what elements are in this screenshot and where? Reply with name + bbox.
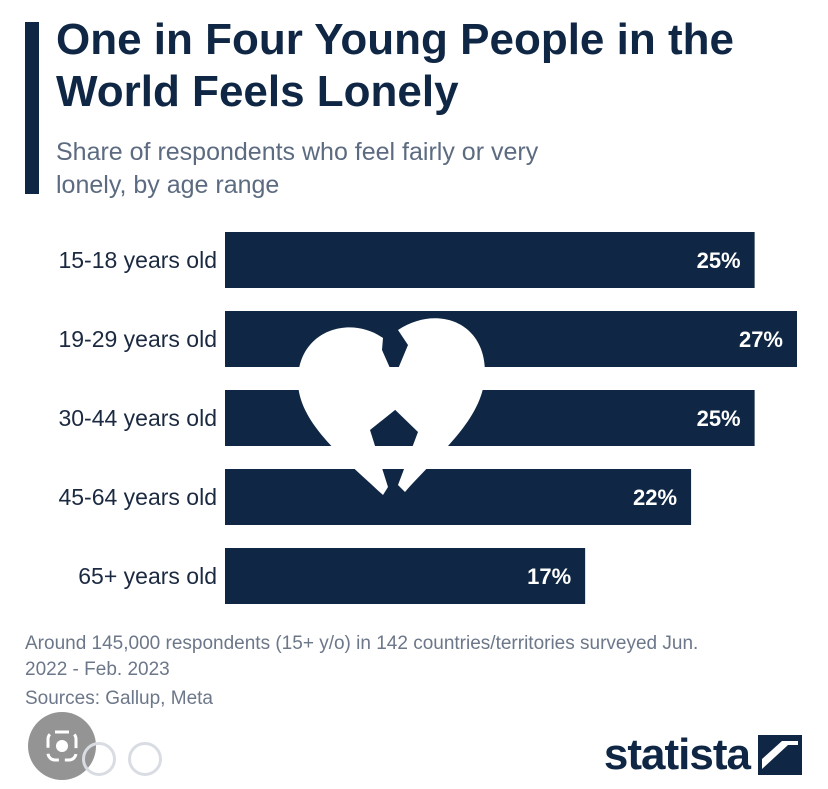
bar-1 xyxy=(225,232,755,288)
value-label-2: 27% xyxy=(739,327,783,352)
chart-subtitle: Share of respondents who feel fairly or … xyxy=(56,138,539,199)
statista-logo-icon xyxy=(758,735,802,775)
broken-heart-icon xyxy=(297,318,485,495)
category-label-5: 65+ years old xyxy=(78,563,217,589)
category-label-2: 19-29 years old xyxy=(58,326,217,352)
bar-5 xyxy=(225,548,586,604)
labels-layer: 15-18 years old 19-29 years old 30-44 year… xyxy=(58,247,217,589)
value-label-5: 17% xyxy=(527,564,571,589)
footnote: Around 145,000 respondents (15+ y/o) in … xyxy=(25,633,699,680)
chart-title: One in Four Young People in the World Fe… xyxy=(56,15,734,116)
value-label-1: 25% xyxy=(697,248,741,273)
category-label-1: 15-18 years old xyxy=(58,247,217,273)
value-label-3: 25% xyxy=(697,406,741,431)
ghost-icon-menu xyxy=(128,742,162,776)
ghost-icon-info xyxy=(82,742,116,776)
value-label-4: 22% xyxy=(633,485,677,510)
brand: statista xyxy=(604,730,802,780)
bar-4 xyxy=(225,469,692,525)
title-accent-bar xyxy=(25,22,39,194)
value-labels-layer: 25% 27% 25% 22% 17% xyxy=(527,248,783,589)
lens-icon xyxy=(46,730,78,762)
sources: Sources: Gallup, Meta xyxy=(25,688,213,709)
category-label-4: 45-64 years old xyxy=(58,484,217,510)
category-label-3: 30-44 years old xyxy=(58,405,217,431)
brand-name: statista xyxy=(603,730,751,779)
